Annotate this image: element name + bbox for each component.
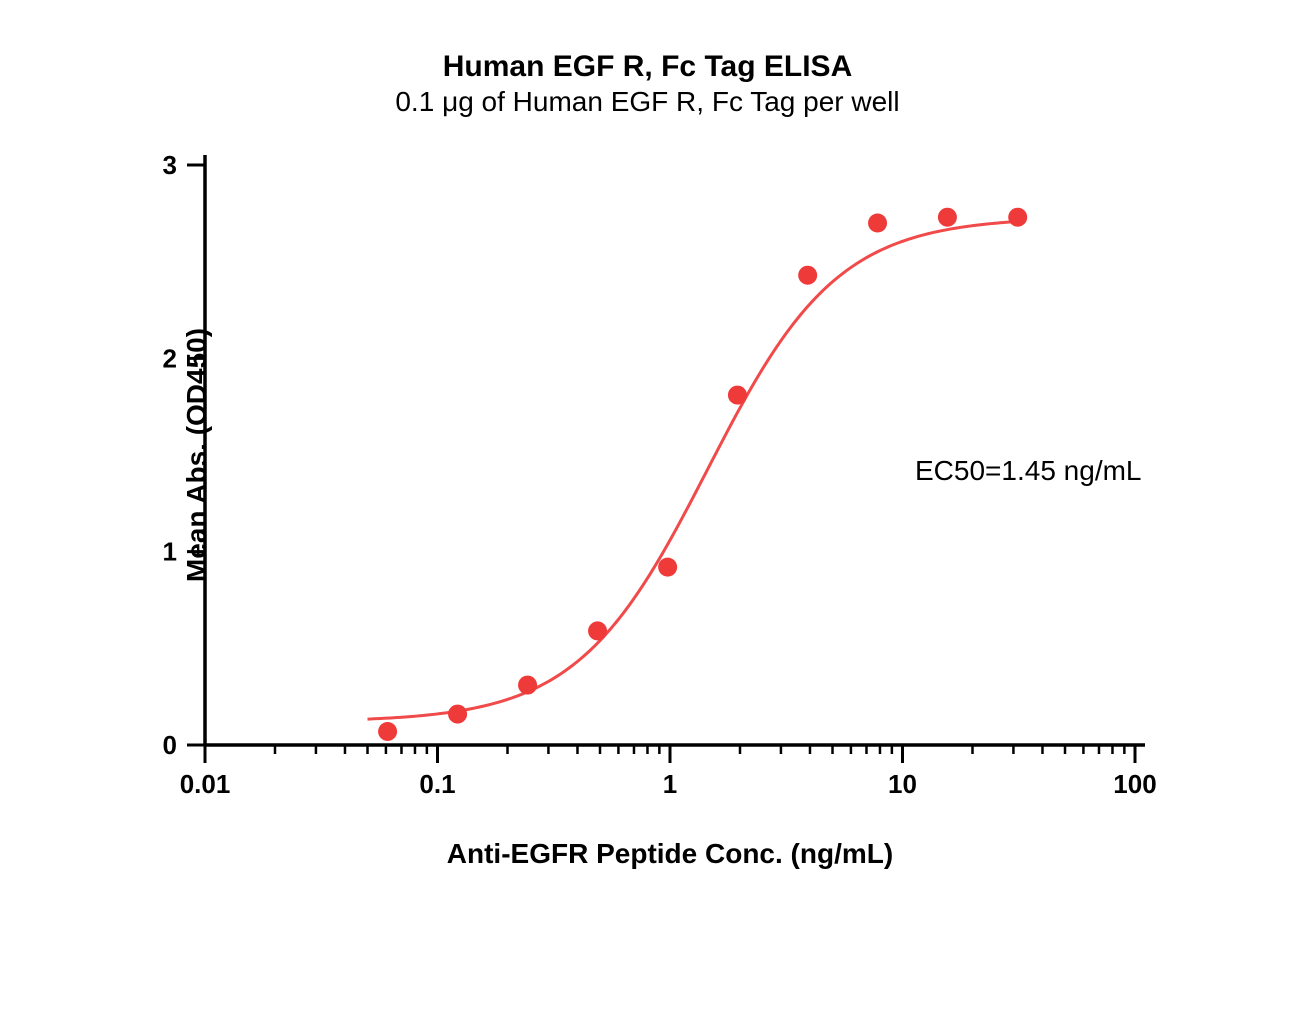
chart-title: Human EGF R, Fc Tag ELISA — [0, 50, 1295, 84]
svg-text:3: 3 — [163, 150, 177, 180]
svg-text:0.01: 0.01 — [180, 769, 231, 799]
svg-text:1: 1 — [663, 769, 677, 799]
ec50-annotation: EC50=1.45 ng/mL — [915, 455, 1142, 487]
svg-text:10: 10 — [888, 769, 917, 799]
svg-text:2: 2 — [163, 343, 177, 373]
chart-subtitle: 0.1 μg of Human EGF R, Fc Tag per well — [0, 86, 1295, 118]
chart-titles: Human EGF R, Fc Tag ELISA 0.1 μg of Huma… — [0, 50, 1295, 118]
svg-text:0: 0 — [163, 730, 177, 760]
svg-text:100: 100 — [1113, 769, 1156, 799]
x-axis-label: Anti-EGFR Peptide Conc. (ng/mL) — [205, 838, 1135, 870]
chart-container: Human EGF R, Fc Tag ELISA 0.1 μg of Huma… — [0, 0, 1295, 1023]
svg-text:1: 1 — [163, 537, 177, 567]
svg-text:0.1: 0.1 — [419, 769, 455, 799]
